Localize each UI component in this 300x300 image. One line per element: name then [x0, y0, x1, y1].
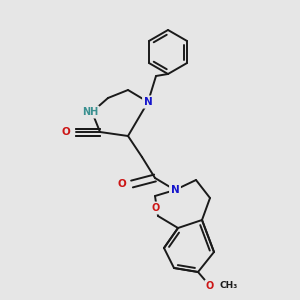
Text: O: O [152, 203, 160, 213]
Text: O: O [61, 127, 70, 137]
Text: CH₃: CH₃ [220, 281, 238, 290]
Text: N: N [144, 97, 152, 107]
Text: N: N [171, 185, 179, 195]
Text: O: O [206, 281, 214, 291]
Text: O: O [118, 179, 126, 189]
Text: NH: NH [82, 107, 98, 117]
